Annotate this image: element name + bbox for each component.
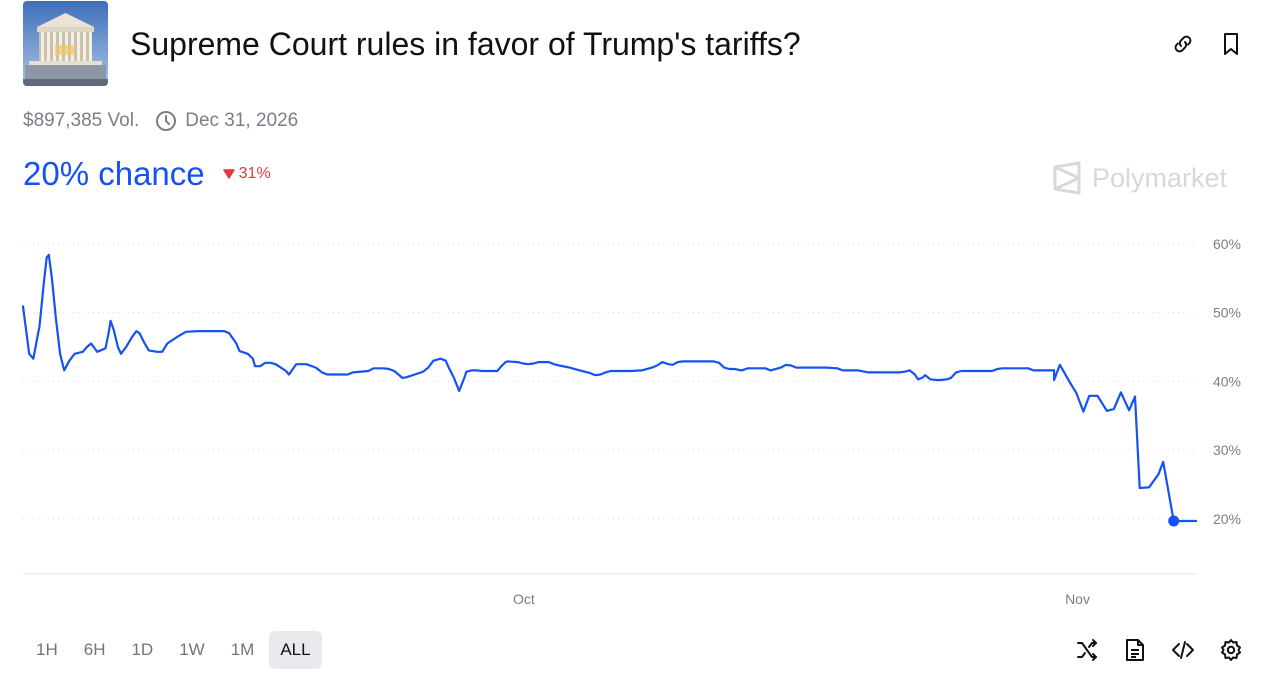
- y-tick-label: 20%: [1213, 511, 1241, 527]
- brand-watermark: Polymarket: [1052, 161, 1227, 195]
- y-tick-label: 30%: [1213, 442, 1241, 458]
- document-icon[interactable]: [1122, 637, 1148, 663]
- timeframe-6h[interactable]: 6H: [83, 640, 106, 659]
- y-tick-label: 50%: [1213, 305, 1241, 321]
- bookmark-icon[interactable]: [1218, 31, 1244, 57]
- price-chart[interactable]: 20% 30% 40% 50% 60% Oct Nov: [0, 220, 1266, 615]
- polymarket-logo-icon: [1053, 161, 1081, 195]
- change-value: 31%: [238, 165, 271, 182]
- market-meta: $897,385 Vol. Dec 31, 2026: [23, 108, 298, 134]
- x-tick-label: Nov: [1065, 591, 1090, 607]
- series-end-marker: [1168, 515, 1180, 527]
- market-thumbnail: [23, 1, 108, 86]
- timeframe-selector: 1H 6H 1D 1W 1M ALL: [25, 631, 326, 669]
- timeframe-all[interactable]: ALL: [269, 631, 322, 669]
- x-tick-label: Oct: [513, 591, 535, 607]
- series-line: [21, 253, 1198, 523]
- brand-name: Polymarket: [1092, 162, 1228, 193]
- shuffle-icon[interactable]: [1074, 637, 1100, 663]
- y-tick-label: 40%: [1213, 373, 1241, 389]
- chance-value: 20% chance: [23, 155, 205, 192]
- code-icon[interactable]: [1170, 637, 1196, 663]
- timeframe-1d[interactable]: 1D: [131, 640, 154, 659]
- down-triangle-icon: [222, 169, 235, 179]
- end-date: Dec 31, 2026: [185, 110, 299, 131]
- page-title: Supreme Court rules in favor of Trump's …: [130, 26, 801, 62]
- link-icon[interactable]: [1170, 31, 1196, 57]
- change-badge: 31%: [222, 165, 271, 183]
- timeframe-1m[interactable]: 1M: [230, 640, 255, 659]
- chance-row: 20% chance 31%: [23, 155, 271, 193]
- volume: $897,385 Vol.: [23, 110, 140, 131]
- clock-icon: [155, 110, 177, 132]
- timeframe-1w[interactable]: 1W: [179, 640, 205, 659]
- gear-icon[interactable]: [1218, 637, 1244, 663]
- supreme-court-image: [23, 1, 108, 86]
- y-tick-label: 60%: [1213, 236, 1241, 252]
- timeframe-1h[interactable]: 1H: [36, 640, 58, 659]
